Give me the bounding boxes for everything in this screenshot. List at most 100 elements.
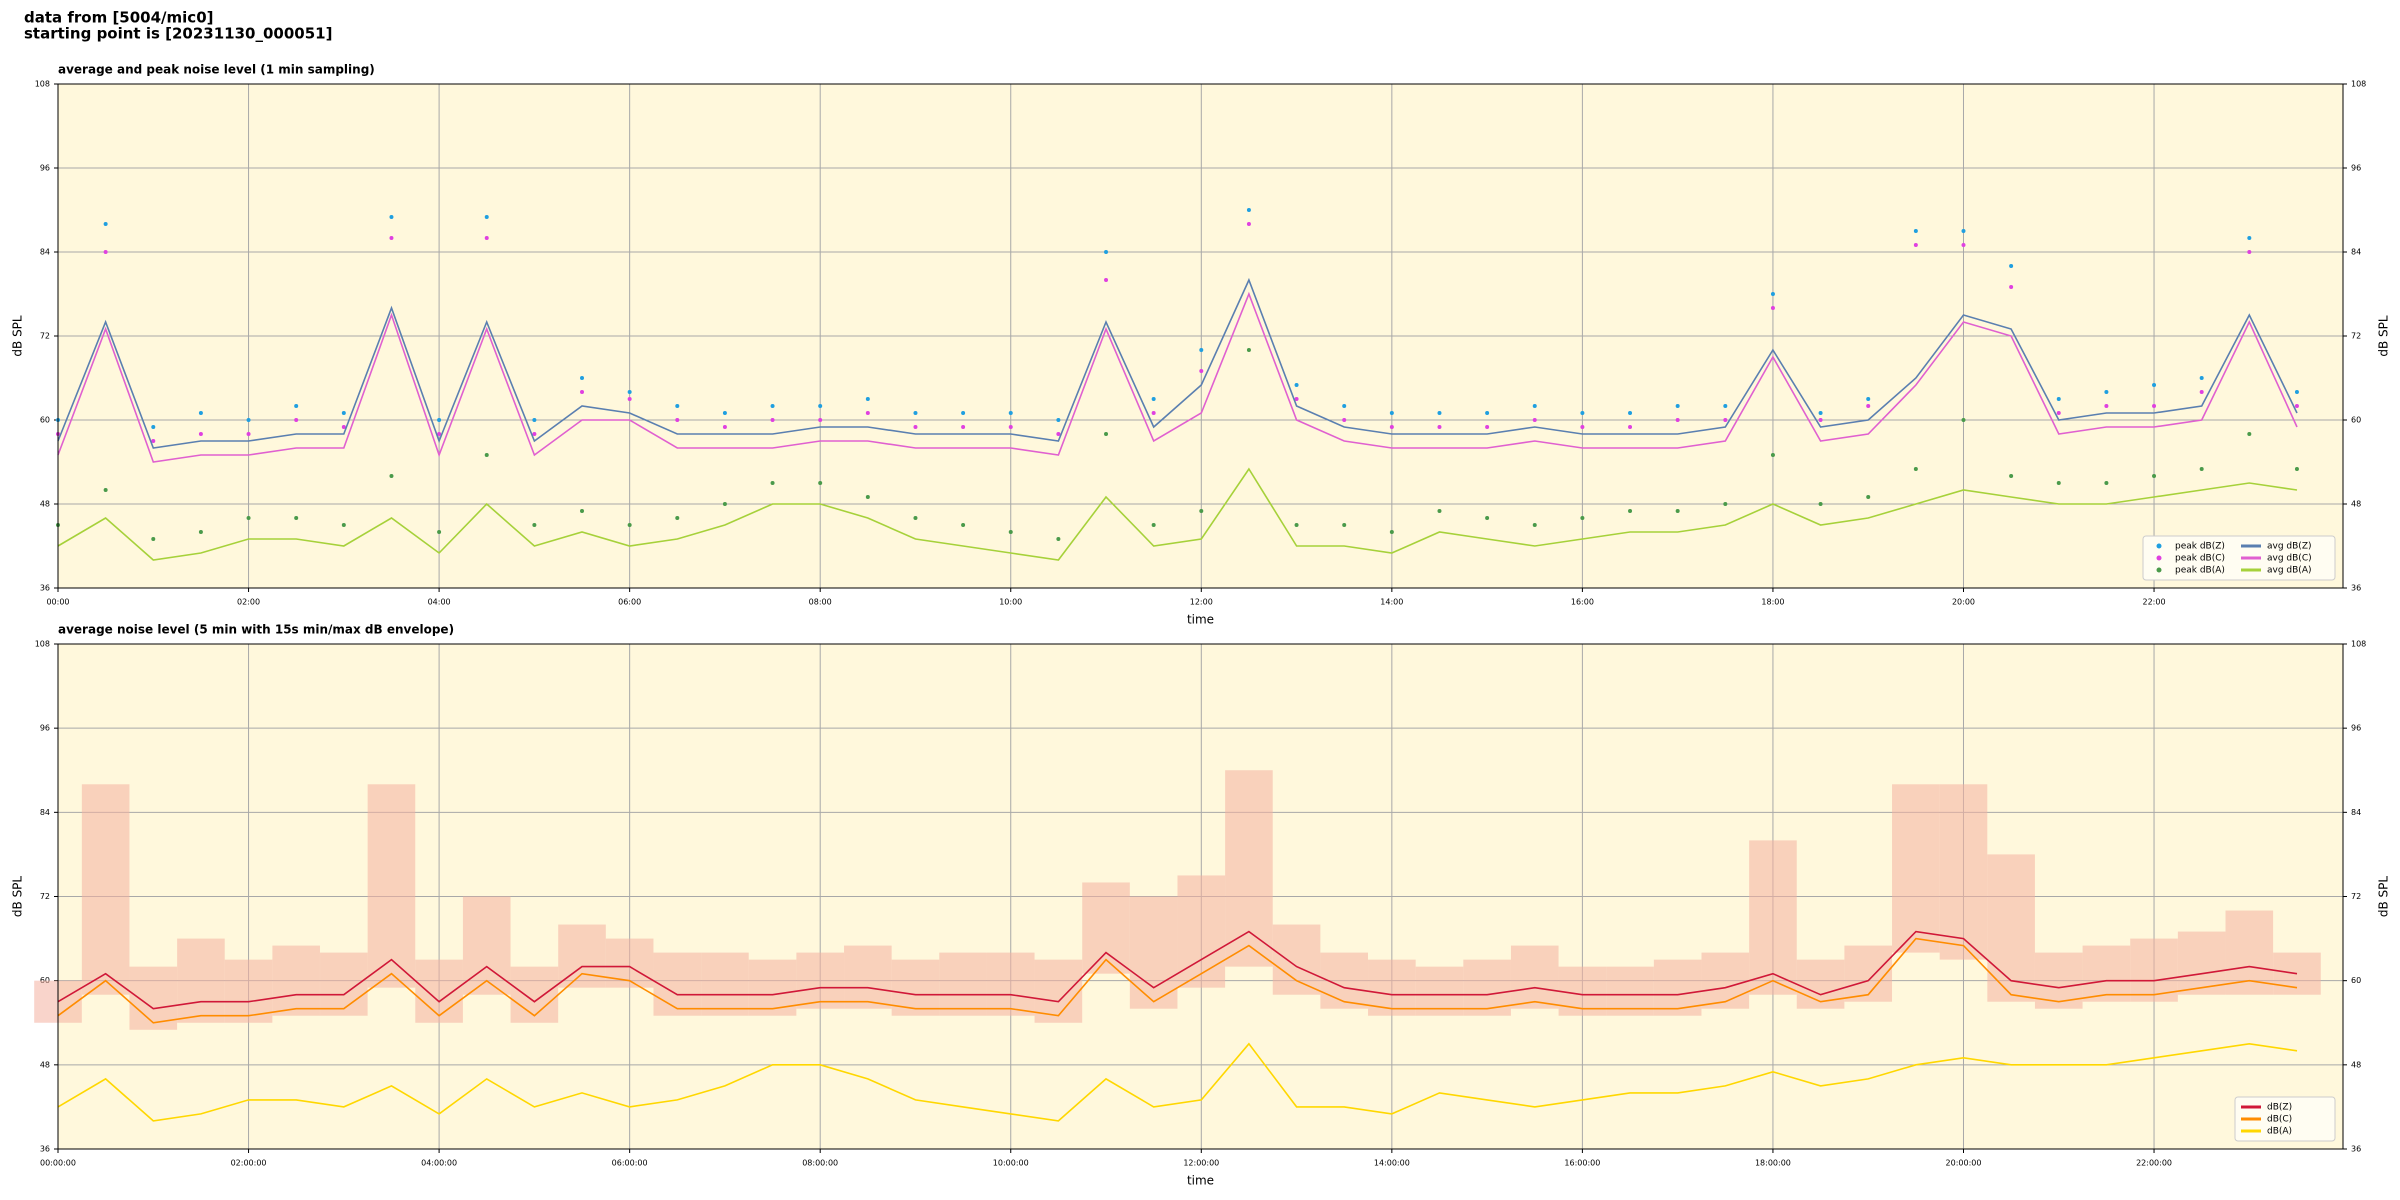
peak-point (2152, 474, 2157, 478)
peak-point (2056, 481, 2061, 485)
peak-point (1151, 397, 1156, 401)
x-tick-label: 08:00:00 (802, 1159, 838, 1168)
peak-point (1104, 432, 1109, 436)
peak-point (1199, 509, 1204, 513)
peak-point (1294, 383, 1299, 387)
envelope-band (415, 959, 463, 1023)
peak-point (1008, 530, 1013, 534)
envelope-band (81, 784, 130, 995)
series-line (57, 277, 2298, 449)
peak-point (961, 523, 966, 527)
y-tick-label: 36 (40, 584, 50, 593)
x-tick-label: 00:00 (46, 598, 69, 607)
peak-point (1532, 418, 1537, 422)
peak-point (865, 495, 870, 499)
y2-tick-label: 36 (2351, 1145, 2361, 1154)
peak-point (532, 523, 537, 527)
peak-point (1723, 502, 1728, 506)
peak-point (1437, 425, 1442, 429)
envelope-band (272, 945, 320, 1016)
peak-point (627, 390, 632, 394)
y2-tick-label: 96 (2351, 164, 2361, 173)
peak-point (675, 516, 680, 520)
y-tick-label: 84 (40, 248, 50, 257)
x-tick-label: 14:00:00 (1374, 1159, 1410, 1168)
peak-point (1532, 523, 1537, 527)
legend-label: peak dB(C) (2175, 554, 2225, 564)
envelope-band (796, 952, 844, 1009)
peak-point (389, 236, 394, 240)
peak-point (1675, 509, 1680, 513)
x-tick-label: 00:00:00 (40, 1159, 76, 1168)
peak-point (484, 236, 489, 240)
envelope-band (1510, 945, 1559, 1009)
envelope-band (748, 959, 797, 1016)
peak-point (103, 222, 108, 226)
envelope-band (177, 938, 225, 1023)
y2-tick-label: 108 (2351, 80, 2366, 89)
legend-box (2142, 535, 2336, 581)
envelope-band (1272, 924, 1321, 995)
envelope-band (2034, 952, 2083, 1009)
peak-point (2104, 404, 2109, 408)
peak-point (1628, 411, 1633, 415)
peak-point (2199, 390, 2204, 394)
peak-point (246, 516, 251, 520)
peak-point (1675, 404, 1680, 408)
peak-point (389, 215, 394, 219)
x-tick-label: 04:00:00 (421, 1159, 457, 1168)
x-tick-label: 02:00:00 (231, 1159, 267, 1168)
series-line (57, 467, 2298, 561)
peak-point (246, 432, 251, 436)
peak-point (2247, 432, 2252, 436)
envelope-band (510, 966, 559, 1023)
x-tick-label: 20:00:00 (1946, 1159, 1982, 1168)
y2-tick-label: 60 (2351, 416, 2361, 425)
peak-point (1628, 509, 1633, 513)
envelope-band (939, 952, 987, 1016)
peak-point (1628, 425, 1633, 429)
envelope-band (367, 784, 416, 988)
x-tick-label: 06:00:00 (612, 1159, 648, 1168)
peak-point (1580, 516, 1585, 520)
peak-point (580, 376, 585, 380)
peak-point (151, 439, 156, 443)
y-tick-label: 36 (40, 1145, 50, 1154)
peak-point (294, 418, 299, 422)
peak-point (1389, 425, 1394, 429)
y2-tick-label: 60 (2351, 976, 2361, 985)
peak-point (1246, 222, 1251, 226)
x-tick-label: 14:00 (1380, 598, 1403, 607)
peak-point (913, 411, 918, 415)
peak-point (722, 502, 727, 506)
envelope-band (1939, 784, 1988, 960)
peak-point (1913, 467, 1918, 471)
legend-marker (2156, 543, 2162, 549)
peak-point (437, 432, 442, 436)
y2-tick-label: 84 (2351, 248, 2361, 257)
envelope-band (1177, 875, 1226, 988)
peak-point (1485, 516, 1490, 520)
peak-point (675, 418, 680, 422)
envelope-band (1606, 966, 1654, 1016)
envelope-band (2225, 910, 2274, 995)
y-tick-label: 60 (40, 416, 50, 425)
peak-point (627, 523, 632, 527)
peak-point (341, 411, 346, 415)
peak-point (913, 516, 918, 520)
peak-point (1723, 404, 1728, 408)
peak-point (532, 418, 537, 422)
peak-point (2104, 390, 2109, 394)
peak-point (103, 488, 108, 492)
peak-point (961, 411, 966, 415)
peak-point (103, 250, 108, 254)
x-axis-label: time (1187, 1174, 1214, 1188)
peak-point (865, 397, 870, 401)
peak-point (1294, 523, 1299, 527)
peak-point (2199, 467, 2204, 471)
legend-label: avg dB(C) (2267, 554, 2312, 564)
envelope-band (1463, 959, 1511, 1016)
legend-label: peak dB(A) (2175, 566, 2225, 576)
header-line: starting point is [20231130_000051] (24, 25, 332, 43)
